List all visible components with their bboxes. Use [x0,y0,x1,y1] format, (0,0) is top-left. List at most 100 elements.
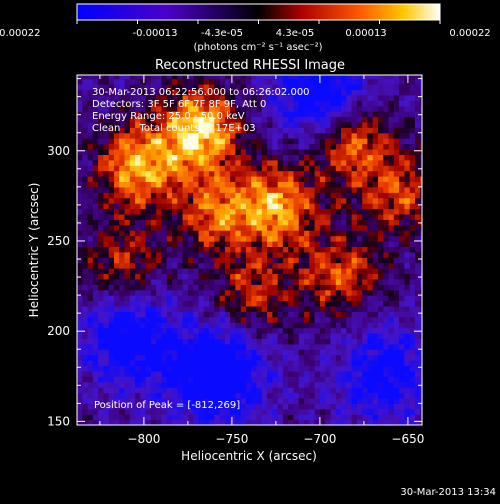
heatmap-cell [182,278,189,285]
heatmap-cell [172,365,178,372]
heatmap-cell [325,132,332,139]
heatmap-cell [399,278,405,285]
heatmap-cell [246,116,252,123]
heatmap-cell [187,224,194,231]
heatmap-cell [404,132,411,139]
heatmap-cell [114,273,120,280]
heatmap-cell [156,381,163,388]
heatmap-cell [399,376,405,383]
heatmap-cell [135,392,141,399]
heatmap-cell [325,181,332,188]
heatmap-cell [124,154,131,161]
heatmap-cell [351,192,358,199]
heatmap-cell [240,376,247,383]
heatmap-cell [351,143,358,150]
heatmap-cell [182,305,189,312]
heatmap-cell [135,208,141,215]
heatmap-cell [177,111,184,118]
heatmap-cell [119,300,126,307]
heatmap-cell [256,154,263,161]
heatmap-cell [161,354,168,361]
heatmap-cell [209,186,215,193]
heatmap-cell [103,94,110,101]
heatmap-cell [119,203,126,210]
heatmap-cell [92,370,99,377]
heatmap-cell [314,257,321,264]
heatmap-cell [108,257,115,264]
heatmap-cell [198,213,205,220]
colorbar-tick-label: 4.3e-05 [276,28,314,39]
heatmap-cell [388,78,395,85]
heatmap-cell [187,360,194,367]
heatmap-cell [378,224,384,231]
heatmap-cell [251,322,258,329]
heatmap-cell [314,300,321,307]
heatmap-cell [267,268,273,274]
heatmap-cell [82,219,89,226]
heatmap-cell [246,246,252,253]
heatmap-cell [346,251,353,258]
heatmap-cell [224,403,231,410]
heatmap-cell [272,311,279,318]
heatmap-cell [98,230,104,237]
heatmap-cell [235,235,242,242]
heatmap-cell [261,116,268,123]
heatmap-cell [92,219,99,226]
heatmap-cell [235,289,242,296]
heatmap-cell [82,186,89,193]
heatmap-cell [145,127,152,134]
heatmap-cell [367,343,374,350]
heatmap-cell [114,149,120,155]
heatmap-cell [272,333,279,339]
heatmap-cell [172,376,178,383]
heatmap-cell [415,338,421,345]
heatmap-cell [124,165,131,172]
heatmap-cell [140,208,147,215]
heatmap-cell [119,387,126,394]
heatmap-cell [251,84,258,90]
heatmap-cell [108,392,115,399]
heatmap-cell [172,159,178,166]
heatmap-cell [404,295,411,302]
heatmap-cell [393,176,400,182]
heatmap-cell [92,343,99,350]
heatmap-cell [161,246,168,253]
heatmap-cell [140,289,147,296]
heatmap-cell [277,170,284,177]
heatmap-cell [103,397,110,404]
heatmap-cell [214,241,221,247]
heatmap-cell [319,322,326,329]
heatmap-cell [404,284,411,291]
heatmap-cell [203,343,210,350]
heatmap-cell [224,251,231,258]
heatmap-cell [145,235,152,242]
heatmap-cell [182,121,189,128]
heatmap-cell [372,333,379,339]
heatmap-cell [177,278,184,285]
heatmap-cell [203,208,210,215]
heatmap-cell [172,224,178,231]
heatmap-cell [172,154,178,161]
heatmap-cell [356,273,363,280]
heatmap-cell [145,149,152,155]
heatmap-cell [224,376,231,383]
heatmap-cell [119,181,126,188]
heatmap-cell [166,360,173,367]
heatmap-cell [362,230,369,237]
heatmap-cell [383,376,390,383]
heatmap-cell [87,111,94,118]
heatmap-cell [246,316,252,323]
heatmap-cell [92,311,99,318]
heatmap-cell [172,116,178,123]
heatmap-cell [92,284,99,291]
heatmap-cell [98,316,104,323]
heatmap-cell [177,311,184,318]
heatmap-cell [156,305,163,312]
heatmap-cell [277,295,284,302]
heatmap-cell [330,387,337,394]
heatmap-cell [420,327,422,334]
heatmap-cell [298,365,305,372]
heatmap-cell [108,197,115,204]
heatmap-cell [282,84,289,90]
heatmap-cell [383,132,390,139]
